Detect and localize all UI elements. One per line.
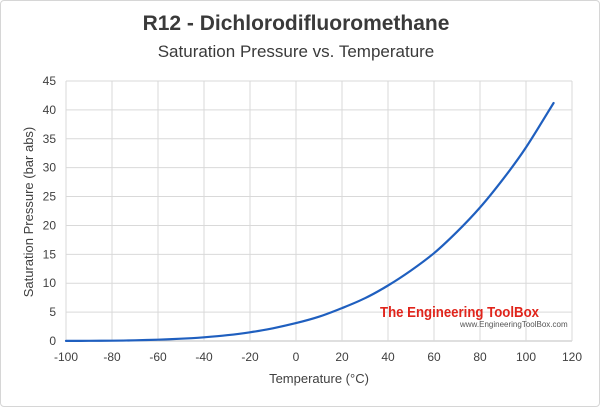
x-tick-label: 20: [335, 350, 349, 364]
x-tick-label: 40: [381, 350, 395, 364]
x-tick-label: -80: [103, 350, 121, 364]
y-tick-label: 15: [43, 247, 57, 261]
x-tick-label: -20: [241, 350, 259, 364]
x-tick-label: 80: [473, 350, 487, 364]
y-tick-label: 25: [43, 190, 57, 204]
watermark-logo: The Engineering ToolBox: [380, 304, 540, 321]
y-tick-label: 30: [43, 161, 57, 175]
watermark-url: www.EngineeringToolBox.com: [459, 320, 568, 329]
series-line: [64, 101, 555, 342]
x-tick-label: 100: [516, 350, 536, 364]
x-tick-label: 60: [427, 350, 441, 364]
y-tick-label: 35: [43, 132, 57, 146]
x-tick-label: 0: [293, 350, 300, 364]
x-tick-label: -60: [149, 350, 167, 364]
x-axis-label: Temperature (°C): [269, 371, 369, 386]
x-tick-label: 120: [562, 350, 582, 364]
x-tick-label: -40: [195, 350, 213, 364]
chart-title: R12 - Dichlorodifluoromethane: [143, 12, 450, 35]
gridlines: [65, 80, 573, 342]
y-tick-label: 20: [43, 218, 57, 232]
tick-labels: 0 5 10 15 20 25 30 35 40 45 -100 -80 -60 -40 -20 0 20 40 6…: [43, 74, 583, 364]
y-tick-label: 45: [43, 74, 57, 88]
y-tick-label: 10: [43, 276, 57, 290]
chart-subtitle: Saturation Pressure vs. Temperature: [158, 42, 435, 61]
series-layer: [64, 101, 555, 342]
y-tick-label: 40: [43, 103, 57, 117]
y-tick-label: 0: [49, 334, 56, 348]
y-tick-label: 5: [49, 305, 56, 319]
x-tick-label: -100: [54, 350, 78, 364]
y-axis-label: Saturation Pressure (bar abs): [21, 127, 36, 298]
